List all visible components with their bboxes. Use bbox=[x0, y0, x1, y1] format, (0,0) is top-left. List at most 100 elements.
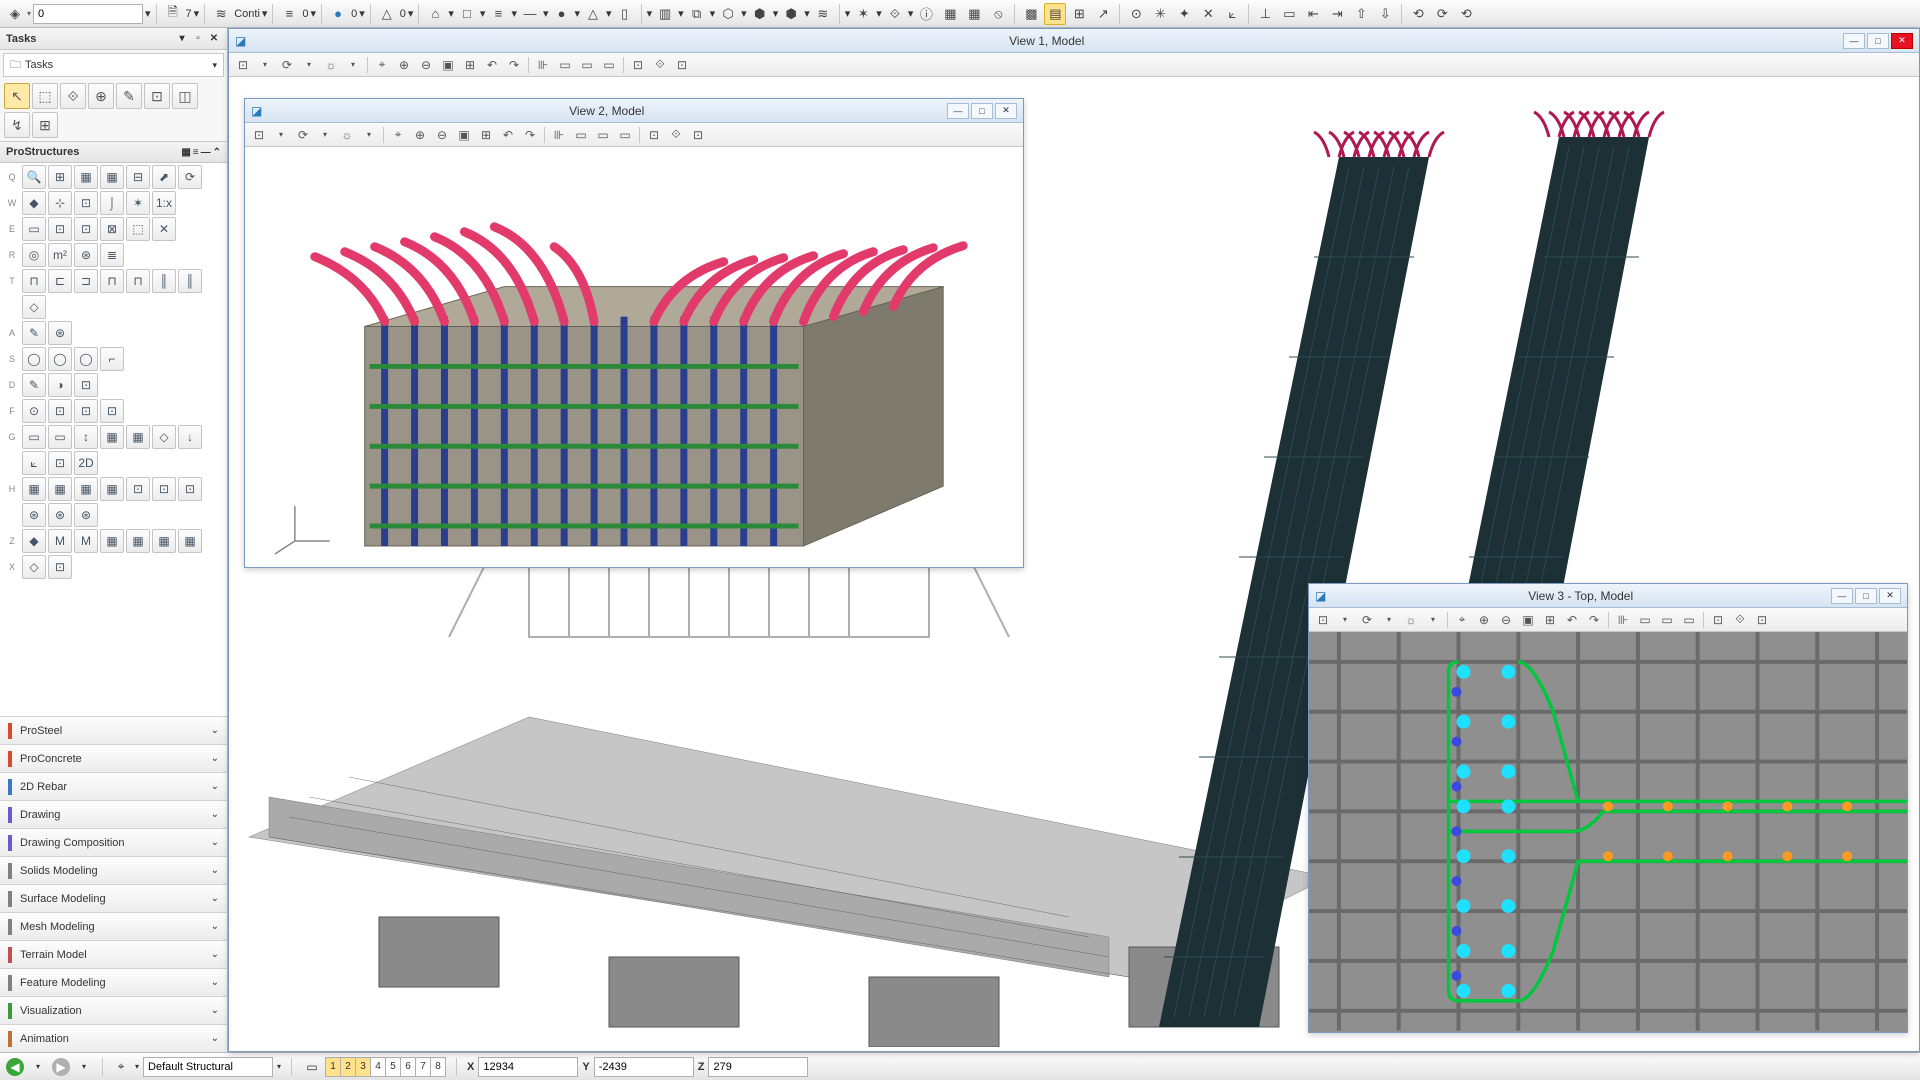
ps-btn-5-0[interactable]: ◇ bbox=[22, 295, 46, 319]
ps-btn-11-2[interactable]: 2D bbox=[74, 451, 98, 475]
ribbon-tool-24[interactable]: ✳ bbox=[1149, 3, 1171, 25]
ps-btn-3-0[interactable]: ◎ bbox=[22, 243, 46, 267]
view3-tool-btn-22[interactable]: ⊡ bbox=[1752, 610, 1772, 630]
ps-btn-10-3[interactable]: ▦ bbox=[100, 425, 124, 449]
ribbon-tool-30[interactable]: ⇤ bbox=[1302, 3, 1324, 25]
view3-tool-btn-8[interactable]: ⊕ bbox=[1474, 610, 1494, 630]
ps-btn-0-2[interactable]: ▦ bbox=[74, 165, 98, 189]
ps-btn-12-4[interactable]: ⊡ bbox=[126, 477, 150, 501]
view3-tool-btn-11[interactable]: ⊞ bbox=[1540, 610, 1560, 630]
ps-btn-14-4[interactable]: ▦ bbox=[126, 529, 150, 553]
view1-tool-btn-21[interactable]: ⟐ bbox=[650, 55, 670, 75]
view1-tool-btn-20[interactable]: ⊡ bbox=[628, 55, 648, 75]
ps-btn-11-1[interactable]: ⊡ bbox=[48, 451, 72, 475]
ribbon-tool-29[interactable]: ▭ bbox=[1278, 3, 1300, 25]
weight-dd[interactable]: ▾ bbox=[311, 7, 317, 20]
ps-btn-15-1[interactable]: ⊡ bbox=[48, 555, 72, 579]
ps-btn-6-0[interactable]: ✎ bbox=[22, 321, 46, 345]
main-tool2-0[interactable]: ↯ bbox=[4, 112, 30, 138]
ribbon-tool-4[interactable]: ● bbox=[551, 3, 573, 25]
ribbon-tool-14[interactable]: ⟐ bbox=[884, 3, 906, 25]
ps-btn-0-3[interactable]: ▦ bbox=[100, 165, 124, 189]
view1-tool-btn-0[interactable]: ⊡ bbox=[233, 55, 253, 75]
ps-btn-4-1[interactable]: ⊏ bbox=[48, 269, 72, 293]
ps-btn-4-5[interactable]: ║ bbox=[152, 269, 176, 293]
globe-dd[interactable]: ▾ bbox=[359, 7, 365, 20]
view2-tool-btn-10[interactable]: ▣ bbox=[454, 125, 474, 145]
ribbon-dd-caret[interactable]: ▾ bbox=[710, 7, 716, 20]
view-2-titlebar[interactable]: ◪ View 2, Model — □ ✕ bbox=[245, 99, 1023, 123]
section-proconcrete[interactable]: ProConcrete⌄ bbox=[0, 744, 227, 772]
ribbon-tool-5[interactable]: △ bbox=[582, 3, 604, 25]
main-tool-2[interactable]: ⟐ bbox=[60, 83, 86, 109]
ribbon-tool-35[interactable]: ⟳ bbox=[1431, 3, 1453, 25]
ribbon-dd-caret[interactable]: ▾ bbox=[845, 7, 851, 20]
ps-btn-0-0[interactable]: 🔍 bbox=[22, 165, 46, 189]
ps-btn-14-6[interactable]: ▦ bbox=[178, 529, 202, 553]
ps-btn-7-1[interactable]: ◯ bbox=[48, 347, 72, 371]
ps-btn-9-3[interactable]: ⊡ bbox=[100, 399, 124, 423]
view1-tool-btn-15[interactable]: ⊪ bbox=[533, 55, 553, 75]
view-toggle-5[interactable]: 5 bbox=[385, 1057, 401, 1077]
section-drawing-composition[interactable]: Drawing Composition⌄ bbox=[0, 828, 227, 856]
view-1-max-button[interactable]: □ bbox=[1867, 33, 1889, 49]
ribbon-tool-22[interactable]: ↗ bbox=[1092, 3, 1114, 25]
template-input[interactable] bbox=[143, 1057, 273, 1077]
ps-btn-14-3[interactable]: ▦ bbox=[100, 529, 124, 553]
view2-tool-btn-16[interactable]: ▭ bbox=[571, 125, 591, 145]
ps-btn-3-3[interactable]: ≣ bbox=[100, 243, 124, 267]
ribbon-tool-16[interactable]: ▦ bbox=[939, 3, 961, 25]
level-dropdown-caret[interactable]: ▾ bbox=[145, 7, 151, 20]
ribbon-tool-3[interactable]: — bbox=[519, 3, 541, 25]
ribbon-tool-8[interactable]: ⧉ bbox=[686, 3, 708, 25]
view1-tool-dd-5[interactable]: ▾ bbox=[343, 55, 363, 75]
z-input[interactable] bbox=[708, 1057, 808, 1077]
ribbon-dd-caret[interactable]: ▾ bbox=[480, 7, 486, 20]
ps-btn-12-3[interactable]: ▦ bbox=[100, 477, 124, 501]
ps-btn-8-1[interactable]: ◑ bbox=[48, 373, 72, 397]
snap-dd[interactable]: ▾ bbox=[135, 1062, 139, 1071]
view-1-min-button[interactable]: — bbox=[1843, 33, 1865, 49]
ribbon-tool-7[interactable]: ▥ bbox=[654, 3, 676, 25]
ps-btn-2-3[interactable]: ⊠ bbox=[100, 217, 124, 241]
view3-tool-btn-2[interactable]: ⟳ bbox=[1357, 610, 1377, 630]
ps-btn-12-1[interactable]: ▦ bbox=[48, 477, 72, 501]
view2-tool-btn-2[interactable]: ⟳ bbox=[293, 125, 313, 145]
ps-btn-13-1[interactable]: ⊛ bbox=[48, 503, 72, 527]
view-3-body[interactable] bbox=[1309, 632, 1907, 1032]
main-tool2-1[interactable]: ⊞ bbox=[32, 112, 58, 138]
ps-view-line-icon[interactable]: — bbox=[201, 147, 211, 158]
view3-tool-btn-9[interactable]: ⊖ bbox=[1496, 610, 1516, 630]
view3-tool-btn-12[interactable]: ↶ bbox=[1562, 610, 1582, 630]
view2-tool-btn-15[interactable]: ⊪ bbox=[549, 125, 569, 145]
ps-btn-12-0[interactable]: ▦ bbox=[22, 477, 46, 501]
view1-tool-btn-10[interactable]: ▣ bbox=[438, 55, 458, 75]
ps-btn-0-1[interactable]: ⊞ bbox=[48, 165, 72, 189]
ps-btn-2-2[interactable]: ⊡ bbox=[74, 217, 98, 241]
section-terrain-model[interactable]: Terrain Model⌄ bbox=[0, 940, 227, 968]
ribbon-tool-18[interactable]: ⦸ bbox=[987, 3, 1009, 25]
view3-tool-dd-3[interactable]: ▾ bbox=[1379, 610, 1399, 630]
ribbon-tool-11[interactable]: ⬢ bbox=[780, 3, 802, 25]
views-toggle-icon[interactable]: ▭ bbox=[302, 1057, 322, 1077]
view2-tool-btn-13[interactable]: ↷ bbox=[520, 125, 540, 145]
view2-tool-btn-7[interactable]: ⌖ bbox=[388, 125, 408, 145]
ps-btn-7-2[interactable]: ◯ bbox=[74, 347, 98, 371]
ps-btn-10-2[interactable]: ↕ bbox=[74, 425, 98, 449]
ps-btn-10-1[interactable]: ▭ bbox=[48, 425, 72, 449]
view1-tool-btn-9[interactable]: ⊖ bbox=[416, 55, 436, 75]
view2-tool-dd-3[interactable]: ▾ bbox=[315, 125, 335, 145]
ribbon-tool-20[interactable]: ▤ bbox=[1044, 3, 1066, 25]
view-1-close-button[interactable]: ✕ bbox=[1891, 33, 1913, 49]
ribbon-dd-caret[interactable]: ▾ bbox=[876, 7, 882, 20]
tasks-menu-icon[interactable]: ▾ bbox=[175, 32, 189, 46]
ps-btn-0-6[interactable]: ⟳ bbox=[178, 165, 202, 189]
view3-tool-btn-20[interactable]: ⊡ bbox=[1708, 610, 1728, 630]
ps-btn-2-4[interactable]: ⬚ bbox=[126, 217, 150, 241]
nav-fwd-dd[interactable]: ▾ bbox=[74, 1057, 94, 1077]
prostructures-header[interactable]: ProStructures ▦ ≡ — ⌃ bbox=[0, 141, 227, 163]
ribbon-dd-caret[interactable]: ▾ bbox=[804, 7, 810, 20]
ps-btn-11-0[interactable]: ⟀ bbox=[22, 451, 46, 475]
view2-tool-dd-1[interactable]: ▾ bbox=[271, 125, 291, 145]
ribbon-tool-13[interactable]: ✶ bbox=[852, 3, 874, 25]
